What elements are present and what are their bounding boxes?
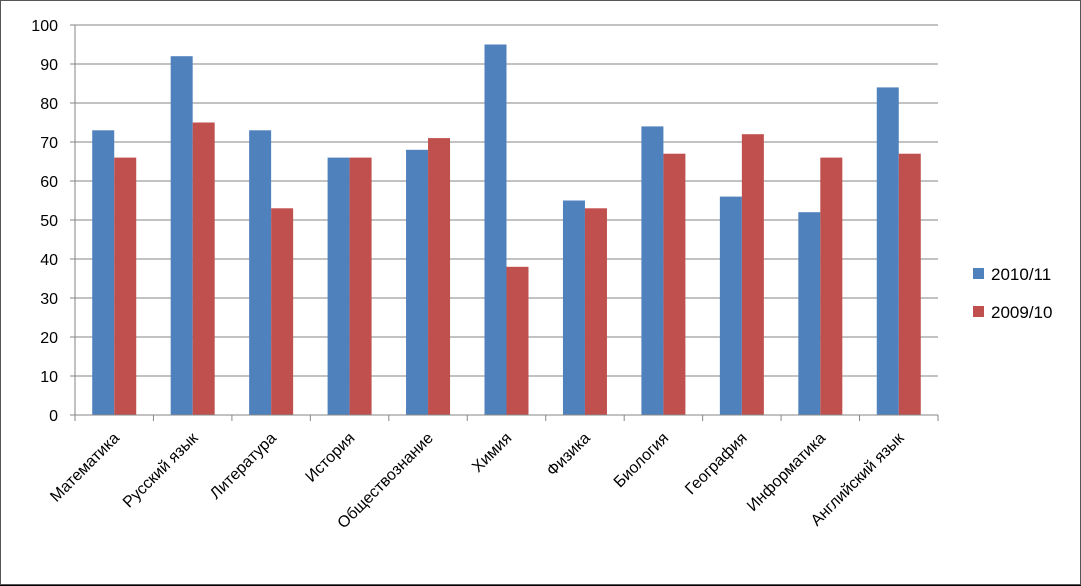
bar-2009-10-8 (741, 134, 764, 415)
x-category-label: Информатика (744, 430, 829, 515)
bar-2010-11-8 (719, 196, 742, 415)
bars (92, 44, 921, 416)
x-category-label: Физика (544, 430, 594, 480)
bar-2009-10-1 (192, 122, 215, 415)
y-tick-label: 50 (40, 213, 58, 230)
bar-2009-10-7 (663, 153, 686, 415)
legend-label-2010-11: 2010/11 (991, 265, 1051, 284)
bar-2009-10-5 (506, 266, 529, 415)
bar-2010-11-4 (406, 149, 429, 416)
y-tick-label: 40 (40, 252, 58, 269)
bar-2009-10-6 (584, 208, 607, 415)
legend: 2010/11 2009/10 (973, 265, 1052, 322)
x-category-label: История (303, 430, 359, 486)
bar-2010-11-3 (327, 157, 350, 415)
bar-2009-10-4 (428, 138, 451, 415)
bar-2010-11-0 (92, 130, 115, 416)
legend-swatch-2009-10 (973, 306, 984, 317)
x-category-label: География (682, 430, 750, 498)
x-category-label: Русский язык (120, 429, 202, 511)
y-tick-label: 60 (40, 174, 58, 191)
legend-swatch-2010-11 (973, 268, 984, 279)
bar-2009-10-0 (114, 157, 137, 415)
bar-2010-11-2 (249, 130, 272, 416)
y-tick-label: 70 (40, 135, 58, 152)
bar-2010-11-6 (562, 200, 585, 415)
bar-2009-10-9 (820, 157, 843, 415)
bar-2010-11-7 (641, 126, 664, 416)
x-category-label: Биология (611, 430, 672, 491)
x-category-label: Математика (47, 430, 123, 506)
legend-label-2009-10: 2009/10 (991, 303, 1052, 322)
y-tick-label: 90 (40, 57, 58, 74)
bar-2009-10-2 (271, 208, 294, 415)
bar-2009-10-10 (898, 153, 921, 415)
bar-2010-11-9 (798, 212, 821, 415)
axes (74, 25, 939, 421)
x-category-label: Химия (469, 430, 515, 476)
y-tick-label: 100 (31, 18, 58, 35)
y-tick-label: 80 (40, 96, 58, 113)
y-tick-label: 20 (40, 330, 58, 347)
bar-2010-11-10 (876, 87, 899, 416)
bar-2009-10-3 (349, 157, 372, 415)
y-tick-label: 0 (49, 408, 58, 425)
y-tick-labels: 0 10 20 30 40 50 60 70 80 90 100 (31, 18, 58, 425)
bar-2010-11-5 (484, 44, 507, 415)
bar-2010-11-1 (170, 56, 193, 415)
y-tick-label: 10 (40, 369, 58, 386)
y-tick-label: 30 (40, 291, 58, 308)
x-category-label: Литература (207, 430, 280, 503)
